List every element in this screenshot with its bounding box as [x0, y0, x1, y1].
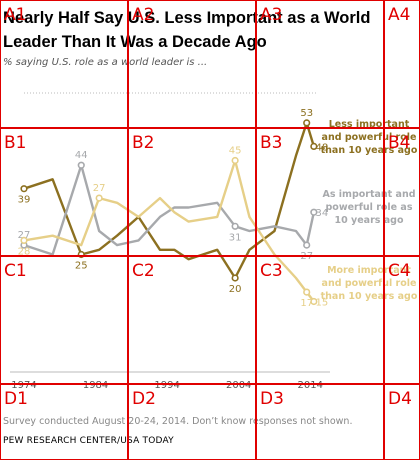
data-label: 25 [75, 261, 88, 272]
data-label: 48 [315, 142, 328, 153]
data-label: 15 [315, 298, 328, 309]
x-tick-label: 1974 [11, 380, 36, 391]
data-label: 45 [229, 146, 242, 157]
data-point [95, 194, 103, 202]
data-label: 31 [229, 232, 242, 243]
data-label: 53 [300, 108, 313, 119]
data-point [303, 288, 311, 296]
data-point [310, 142, 318, 150]
series-label-less-important: Less important and powerful role than 10… [320, 119, 418, 156]
chart-subtitle: % saying U.S. role as a world leader is … [3, 57, 208, 68]
data-label: 39 [18, 195, 31, 206]
data-point [303, 119, 311, 127]
data-point [20, 236, 28, 244]
series-line [23, 121, 316, 280]
chart-title: Nearly Half Say U.S. Less Important as a… [3, 9, 371, 51]
x-tick-label: 2004 [226, 380, 251, 391]
data-label: 17 [300, 298, 313, 309]
series-label-more-important: More important and powerful role than 10… [320, 265, 418, 302]
data-label: 27 [300, 251, 313, 262]
data-point [303, 241, 311, 249]
data-label: 34 [315, 208, 328, 219]
source-credit: PEW RESEARCH CENTER/USA TODAY [3, 436, 174, 446]
data-point [20, 185, 28, 193]
data-point [310, 297, 318, 306]
data-point [310, 208, 318, 216]
data-label: 44 [75, 150, 88, 161]
data-label: 27 [18, 230, 31, 241]
data-point [231, 156, 239, 165]
data-point [231, 274, 239, 282]
footnote: Survey conducted August 20-24, 2014. Don… [3, 416, 353, 427]
series-label-as-important: As important and powerful role as 10 yea… [322, 189, 416, 226]
data-label: 28 [18, 246, 31, 257]
data-point [77, 161, 85, 169]
data-point [77, 250, 85, 259]
series-line [23, 159, 315, 303]
x-tick-label: 1994 [154, 380, 179, 391]
data-label: 20 [229, 284, 242, 295]
x-tick-label: 2014 [298, 380, 323, 391]
x-tick-label: 1984 [83, 380, 108, 391]
data-label: 27 [93, 183, 106, 194]
data-point [231, 222, 239, 230]
series-line [23, 163, 316, 256]
